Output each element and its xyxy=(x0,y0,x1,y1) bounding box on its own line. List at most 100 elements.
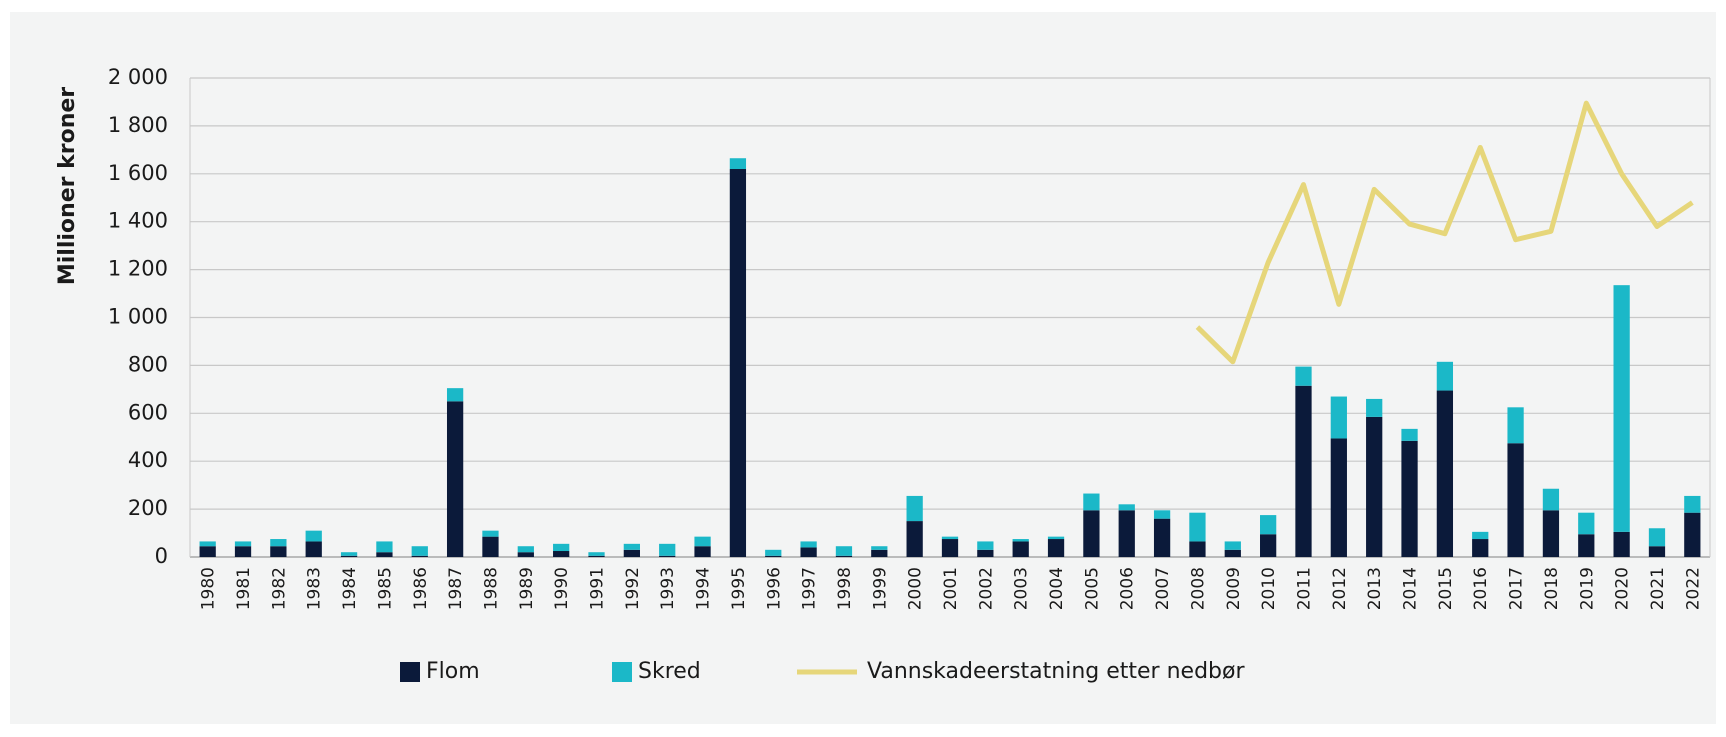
x-tick-label: 1983 xyxy=(305,567,325,610)
bar-segment xyxy=(906,495,923,522)
x-tick-label: 2010 xyxy=(1259,567,1279,610)
bar-segment xyxy=(340,555,358,557)
bar-segment xyxy=(729,169,747,557)
bar-segment xyxy=(1153,518,1171,557)
x-tick-label: 2017 xyxy=(1507,567,1527,610)
bar-segment xyxy=(1401,428,1418,441)
x-tick-label: 1992 xyxy=(623,567,643,610)
bar-segment xyxy=(1507,443,1524,557)
bar-segment xyxy=(1047,539,1065,557)
bar-segment xyxy=(340,552,358,556)
x-tick-label: 1994 xyxy=(694,567,714,610)
x-tick-label: 2001 xyxy=(941,567,961,610)
bar-segment xyxy=(1578,512,1595,535)
bar-segment xyxy=(305,530,322,542)
x-tick-label: 1999 xyxy=(870,567,890,610)
x-tick-label: 1990 xyxy=(552,567,572,610)
legend-label: Skred xyxy=(638,659,701,684)
bar-segment xyxy=(835,546,853,556)
bar-segment xyxy=(941,539,959,557)
y-tick-label: 600 xyxy=(128,400,168,424)
x-tick-label: 1991 xyxy=(588,567,608,610)
bar-segment xyxy=(588,555,605,557)
y-tick-label: 1 800 xyxy=(108,113,168,137)
x-tick-label: 1986 xyxy=(411,567,431,610)
bar-segment xyxy=(1047,536,1065,540)
bar-segment xyxy=(871,546,888,550)
x-tick-label: 1984 xyxy=(340,567,360,610)
bar-segment xyxy=(234,546,252,557)
bar-segment xyxy=(1153,510,1171,519)
bar-segment xyxy=(1578,534,1595,557)
x-tick-label: 2021 xyxy=(1648,567,1668,610)
x-tick-label: 1989 xyxy=(517,567,537,610)
bar-segment xyxy=(623,549,640,557)
y-tick-label: 2 000 xyxy=(108,65,168,89)
x-tick-label: 1995 xyxy=(729,567,749,610)
x-tick-label: 1985 xyxy=(375,567,395,610)
bar-segment xyxy=(1012,541,1029,557)
x-tick-label: 1988 xyxy=(481,567,501,610)
bar-segment xyxy=(906,521,923,557)
bar-segment xyxy=(517,546,534,553)
legend-swatch xyxy=(612,662,632,682)
line-series xyxy=(1195,100,1694,365)
y-tick-label: 800 xyxy=(128,352,168,376)
x-tick-label: 1997 xyxy=(800,567,820,610)
x-tick-label: 2004 xyxy=(1047,567,1067,610)
x-tick-label: 2012 xyxy=(1330,567,1350,610)
x-tick-label: 2006 xyxy=(1118,567,1138,610)
x-tick-label: 2020 xyxy=(1613,567,1633,610)
bar-segment xyxy=(553,551,570,557)
bar-segment xyxy=(800,541,817,548)
bar-segment xyxy=(411,555,428,557)
bar-segment xyxy=(1648,546,1666,557)
x-tick-label: 2016 xyxy=(1471,567,1491,610)
bar-segment xyxy=(977,541,994,550)
bar-segment xyxy=(1330,396,1347,439)
bar-segment xyxy=(659,555,676,557)
bar-segment xyxy=(376,552,393,557)
bar-segment xyxy=(446,388,464,402)
x-tick-label: 2002 xyxy=(976,567,996,610)
bar-segment xyxy=(1118,510,1135,557)
bar-segment xyxy=(1542,510,1560,557)
x-tick-label: 2007 xyxy=(1153,567,1173,610)
x-tick-label: 2019 xyxy=(1577,567,1597,610)
x-tick-label: 2000 xyxy=(906,567,926,610)
y-tick-label: 1 600 xyxy=(108,161,168,185)
bar-segment xyxy=(1260,515,1277,535)
x-tick-label: 1996 xyxy=(764,567,784,610)
legend-swatch xyxy=(400,662,420,682)
x-tick-label: 2008 xyxy=(1188,567,1208,610)
bar-segment xyxy=(1436,361,1454,391)
bar-segment xyxy=(411,546,428,556)
bar-segment xyxy=(800,547,817,557)
bar-segment xyxy=(1189,512,1206,542)
x-tick-label: 1981 xyxy=(234,567,254,610)
bar-segment xyxy=(1472,531,1489,540)
x-tick-label: 2009 xyxy=(1224,567,1244,610)
bar-segment xyxy=(1684,495,1701,513)
bar-segment xyxy=(1330,438,1347,557)
x-tick-label: 1982 xyxy=(269,567,289,610)
bar-segment xyxy=(482,530,499,537)
bar-segment xyxy=(977,549,994,557)
x-tick-label: 1993 xyxy=(658,567,678,610)
y-axis-label: Millioner kroner xyxy=(55,87,80,285)
bar-segment xyxy=(517,552,534,557)
bar-segment xyxy=(1507,407,1524,444)
bar-segment xyxy=(694,546,711,557)
bar-segment xyxy=(1648,528,1666,547)
bar-segment xyxy=(199,546,216,557)
bar-segment xyxy=(941,536,959,540)
bar-segment xyxy=(1118,504,1135,511)
bar-segment xyxy=(446,401,464,557)
bar-segment xyxy=(1613,285,1630,532)
y-tick-label: 400 xyxy=(128,448,168,472)
bar-segment xyxy=(270,539,287,547)
bar-segment xyxy=(553,543,570,552)
bar-segment xyxy=(1012,539,1029,542)
x-tick-label: 2014 xyxy=(1401,567,1421,610)
